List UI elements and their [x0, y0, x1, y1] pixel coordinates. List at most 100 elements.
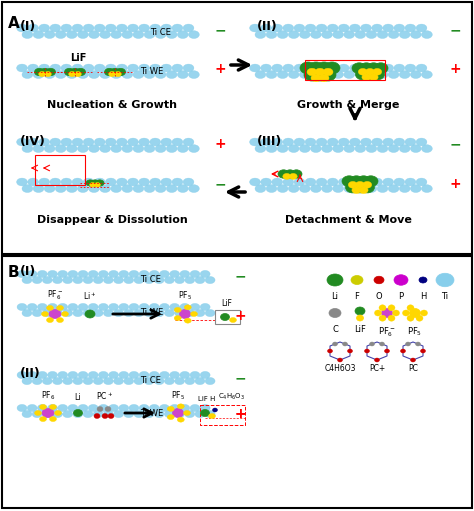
Ellipse shape — [114, 410, 123, 417]
Ellipse shape — [74, 72, 82, 77]
Text: C$_4$H$_6$O$_3$: C$_4$H$_6$O$_3$ — [219, 392, 246, 402]
Ellipse shape — [410, 71, 421, 79]
Ellipse shape — [111, 71, 122, 79]
Ellipse shape — [277, 31, 288, 38]
Ellipse shape — [88, 371, 98, 379]
Ellipse shape — [128, 24, 138, 32]
Ellipse shape — [255, 184, 266, 193]
Ellipse shape — [39, 416, 46, 422]
Ellipse shape — [33, 184, 44, 193]
Ellipse shape — [321, 71, 332, 79]
Ellipse shape — [109, 270, 118, 277]
Bar — [200, 405, 245, 425]
Ellipse shape — [55, 71, 66, 79]
Ellipse shape — [177, 31, 188, 38]
Ellipse shape — [70, 68, 80, 76]
Ellipse shape — [42, 408, 54, 417]
Ellipse shape — [144, 310, 154, 317]
Ellipse shape — [110, 68, 120, 76]
Ellipse shape — [355, 71, 366, 79]
FancyBboxPatch shape — [2, 256, 472, 508]
Ellipse shape — [365, 349, 370, 353]
Ellipse shape — [105, 64, 116, 72]
Ellipse shape — [116, 68, 126, 76]
Ellipse shape — [394, 64, 405, 72]
Ellipse shape — [119, 270, 129, 277]
Ellipse shape — [180, 371, 190, 379]
Text: PC+: PC+ — [369, 364, 385, 373]
Ellipse shape — [372, 138, 383, 146]
Ellipse shape — [195, 276, 205, 284]
Ellipse shape — [117, 138, 128, 146]
Ellipse shape — [88, 304, 98, 311]
Ellipse shape — [363, 181, 372, 188]
Ellipse shape — [114, 310, 123, 317]
Text: LiF H: LiF H — [198, 396, 216, 402]
Ellipse shape — [361, 64, 372, 72]
Ellipse shape — [154, 276, 164, 284]
Text: −: − — [450, 23, 462, 37]
Ellipse shape — [272, 178, 283, 186]
Ellipse shape — [83, 64, 94, 72]
Ellipse shape — [185, 310, 195, 317]
Ellipse shape — [379, 315, 386, 321]
Ellipse shape — [316, 64, 327, 72]
Text: (III): (III) — [257, 135, 282, 148]
Ellipse shape — [177, 145, 188, 152]
Ellipse shape — [72, 138, 83, 146]
Ellipse shape — [63, 276, 73, 284]
Ellipse shape — [167, 406, 174, 411]
Ellipse shape — [277, 184, 288, 193]
Text: Ti CE: Ti CE — [150, 28, 171, 36]
Ellipse shape — [366, 145, 377, 152]
Ellipse shape — [117, 24, 128, 32]
Ellipse shape — [356, 315, 364, 321]
Ellipse shape — [405, 178, 416, 186]
Ellipse shape — [27, 304, 37, 311]
Ellipse shape — [50, 64, 61, 72]
Ellipse shape — [353, 182, 367, 193]
Ellipse shape — [161, 24, 172, 32]
Ellipse shape — [139, 404, 149, 411]
Ellipse shape — [364, 176, 378, 187]
Text: A: A — [8, 16, 20, 31]
Ellipse shape — [17, 304, 27, 311]
Ellipse shape — [189, 145, 199, 152]
Ellipse shape — [159, 371, 169, 379]
Text: (II): (II) — [257, 20, 278, 33]
Ellipse shape — [63, 378, 73, 385]
Ellipse shape — [128, 178, 138, 186]
Ellipse shape — [283, 178, 294, 186]
Ellipse shape — [66, 71, 77, 79]
Ellipse shape — [128, 64, 138, 72]
Ellipse shape — [321, 184, 332, 193]
Ellipse shape — [39, 178, 50, 186]
Ellipse shape — [55, 31, 66, 38]
Ellipse shape — [305, 24, 316, 32]
Ellipse shape — [174, 378, 184, 385]
Text: PF$_6$: PF$_6$ — [41, 389, 55, 402]
Ellipse shape — [39, 72, 46, 77]
Ellipse shape — [205, 310, 215, 317]
Ellipse shape — [42, 410, 52, 417]
Ellipse shape — [61, 64, 72, 72]
Ellipse shape — [68, 371, 78, 379]
Text: LiF: LiF — [354, 325, 366, 334]
Ellipse shape — [172, 24, 183, 32]
Ellipse shape — [177, 71, 188, 79]
Ellipse shape — [78, 184, 88, 193]
Ellipse shape — [119, 371, 129, 379]
Ellipse shape — [316, 62, 332, 74]
Ellipse shape — [58, 371, 68, 379]
Ellipse shape — [349, 24, 360, 32]
Ellipse shape — [250, 178, 260, 186]
Ellipse shape — [85, 310, 95, 318]
Ellipse shape — [50, 24, 61, 32]
Ellipse shape — [200, 304, 210, 311]
Ellipse shape — [294, 138, 305, 146]
Ellipse shape — [372, 24, 383, 32]
Ellipse shape — [170, 304, 180, 311]
Ellipse shape — [172, 178, 183, 186]
Ellipse shape — [150, 24, 161, 32]
Ellipse shape — [369, 74, 378, 81]
